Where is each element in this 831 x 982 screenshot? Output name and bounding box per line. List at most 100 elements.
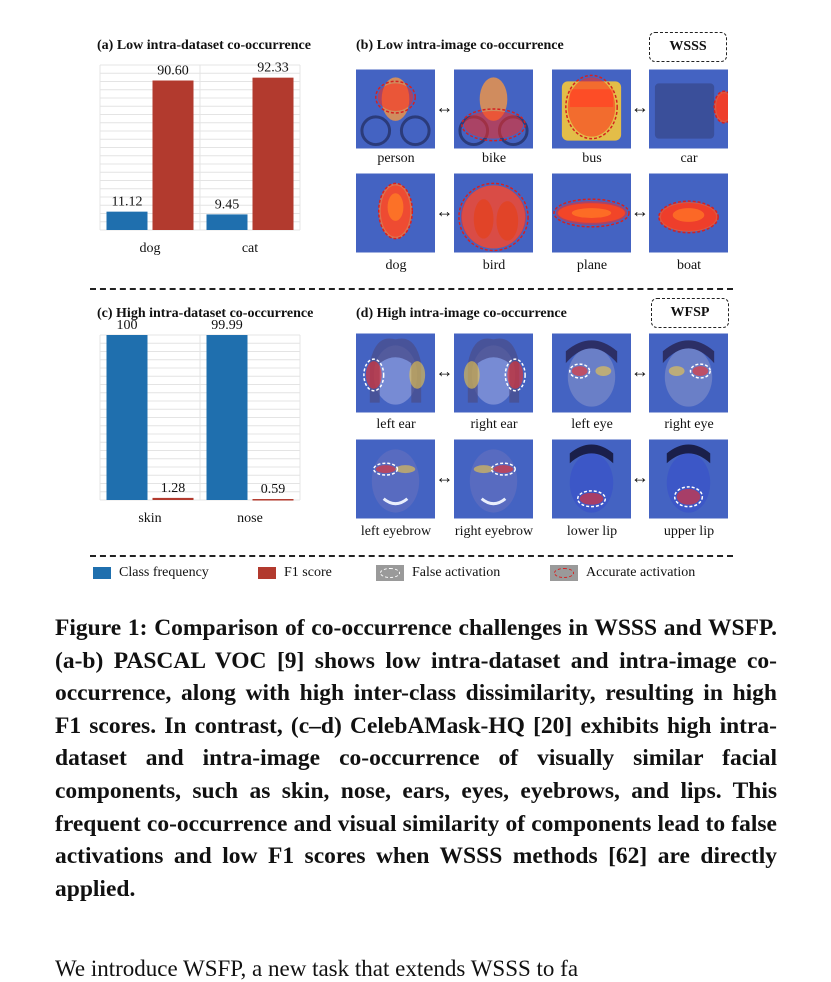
legend-label-f1: F1 score xyxy=(284,565,332,580)
false-activation-ellipse xyxy=(673,486,704,508)
wfsp-tag: WFSP xyxy=(651,298,729,328)
accurate-activation-ellipse xyxy=(713,90,728,124)
thumbnail-person xyxy=(356,69,435,149)
category-label-skin: skin xyxy=(138,511,161,526)
thumbnail-upper-lip xyxy=(649,439,728,519)
category-label-cat: cat xyxy=(242,241,258,256)
activation-heat xyxy=(716,93,728,121)
thumbnail-label-right-eyebrow: right eyebrow xyxy=(454,524,534,539)
divider-bottom xyxy=(90,555,733,557)
pair-arrow-icon: ↔ xyxy=(435,361,454,381)
thumbnail-bird xyxy=(454,173,533,253)
data-label-nose-class-frequency: 99.99 xyxy=(211,318,243,333)
body-text-line: We introduce WSFP, a new task that exten… xyxy=(55,956,579,981)
legend: Class frequency F1 score False activatio… xyxy=(93,565,733,587)
bar-skin-class-frequency xyxy=(106,335,148,500)
bar-nose-f1-score xyxy=(252,499,294,501)
activation-heat xyxy=(493,465,514,474)
accurate-activation-ellipse xyxy=(553,198,630,228)
thumbnail-label-left-eye: left eye xyxy=(571,417,613,432)
pair-arrow-icon: ↔ xyxy=(435,97,454,117)
activation-heat xyxy=(395,465,416,474)
bar-skin-f1-score xyxy=(152,497,194,500)
data-label-dog-class-frequency: 11.12 xyxy=(112,195,143,210)
panel-c-title: (c) High intra-dataset co-occurrence xyxy=(97,306,314,321)
panel-b-title: (b) Low intra-image co-occurrence xyxy=(356,38,564,53)
thumbnail-left-ear xyxy=(356,333,435,413)
thumbnail-label-plane: plane xyxy=(576,258,608,273)
chart-a: 11.12 90.60 dog 9.45 92.33 cat xyxy=(99,55,301,280)
activation-heat xyxy=(463,110,524,139)
accurate-activation-ellipse xyxy=(458,182,529,252)
activation-heat xyxy=(571,366,588,376)
activation-heat xyxy=(567,77,616,137)
thumbnail-label-bike: bike xyxy=(481,151,507,166)
bar-nose-class-frequency xyxy=(206,335,248,500)
pair-arrow-icon: ↔ xyxy=(631,361,649,381)
data-label-dog-f1-score: 90.60 xyxy=(157,64,189,79)
thumbnail-label-car: car xyxy=(680,151,698,166)
accurate-activation-ellipse xyxy=(375,80,416,114)
category-label-nose: nose xyxy=(237,511,263,526)
wsss-tag: WSSS xyxy=(649,32,727,62)
activation-heat xyxy=(660,203,717,231)
thumbnail-car xyxy=(649,69,728,149)
activation-heat xyxy=(365,361,382,389)
thumbnail-bus xyxy=(552,69,631,149)
bar-dog-f1-score xyxy=(152,80,194,230)
accurate-activation-ellipse xyxy=(461,108,526,142)
legend-accurate-activation: Accurate activation xyxy=(550,565,695,581)
thumbnail-left-eye xyxy=(552,333,631,413)
thumbnail-label-dog: dog xyxy=(385,258,407,273)
thumbnail-right-ear xyxy=(454,333,533,413)
accurate-activation-ellipse xyxy=(565,74,618,140)
bar-dog-class-frequency xyxy=(106,211,148,230)
legend-swatch-class-frequency xyxy=(93,567,111,579)
activation-heat xyxy=(473,465,494,474)
thumbnail-label-bird: bird xyxy=(482,258,506,273)
data-label-skin-f1-score: 1.28 xyxy=(161,481,186,496)
legend-swatch-false-activation xyxy=(376,565,404,581)
data-label-nose-f1-score: 0.59 xyxy=(261,482,286,497)
activation-heat xyxy=(507,361,524,389)
thumbnail-plane xyxy=(552,173,631,253)
activation-heat xyxy=(377,83,414,111)
activation-heat xyxy=(380,185,411,237)
data-label-skin-class-frequency: 100 xyxy=(117,318,138,333)
thumbnail-label-upper-lip: upper lip xyxy=(663,524,715,539)
activation-heat xyxy=(676,488,701,505)
legend-swatch-accurate-activation xyxy=(550,565,578,581)
data-label-cat-class-frequency: 9.45 xyxy=(215,197,240,212)
thumbnail-label-bus: bus xyxy=(582,151,602,166)
panel-a-title: (a) Low intra-dataset co-occurrence xyxy=(97,38,311,53)
divider-top xyxy=(90,288,733,290)
pair-arrow-icon: ↔ xyxy=(435,467,454,487)
false-activation-ellipse xyxy=(373,462,399,476)
panel-d-title: (d) High intra-image co-occurrence xyxy=(356,306,567,321)
legend-f1-score: F1 score xyxy=(258,565,332,581)
thumbnail-label-right-ear: right ear xyxy=(470,417,518,432)
accurate-activation-ellipse xyxy=(658,200,719,234)
legend-false-activation: False activation xyxy=(376,565,500,581)
false-activation-ellipse xyxy=(576,490,607,508)
legend-label-false-activation: False activation xyxy=(412,565,501,580)
thumbnail-left-eyebrow xyxy=(356,439,435,519)
activation-heat xyxy=(579,492,604,505)
false-activation-ellipse xyxy=(504,358,526,392)
category-label-dog: dog xyxy=(140,241,161,256)
thumbnail-boat xyxy=(649,173,728,253)
legend-label-accurate-activation: Accurate activation xyxy=(586,565,696,580)
activation-heat xyxy=(463,361,480,389)
activation-heat xyxy=(555,201,628,225)
bar-cat-class-frequency xyxy=(206,214,248,230)
bar-cat-f1-score xyxy=(252,77,294,230)
activation-heat xyxy=(668,366,685,376)
chart-svg-a: 11.12 90.60 dog 9.45 92.33 cat xyxy=(99,61,301,256)
legend-label-class-frequency: Class frequency xyxy=(119,565,209,580)
thumbnail-right-eye xyxy=(649,333,728,413)
figure-caption: Figure 1: Comparison of co-occurrence ch… xyxy=(55,615,777,902)
activation-heat xyxy=(692,366,709,376)
data-label-cat-f1-score: 92.33 xyxy=(257,61,289,76)
thumbnail-label-person: person xyxy=(377,151,415,166)
